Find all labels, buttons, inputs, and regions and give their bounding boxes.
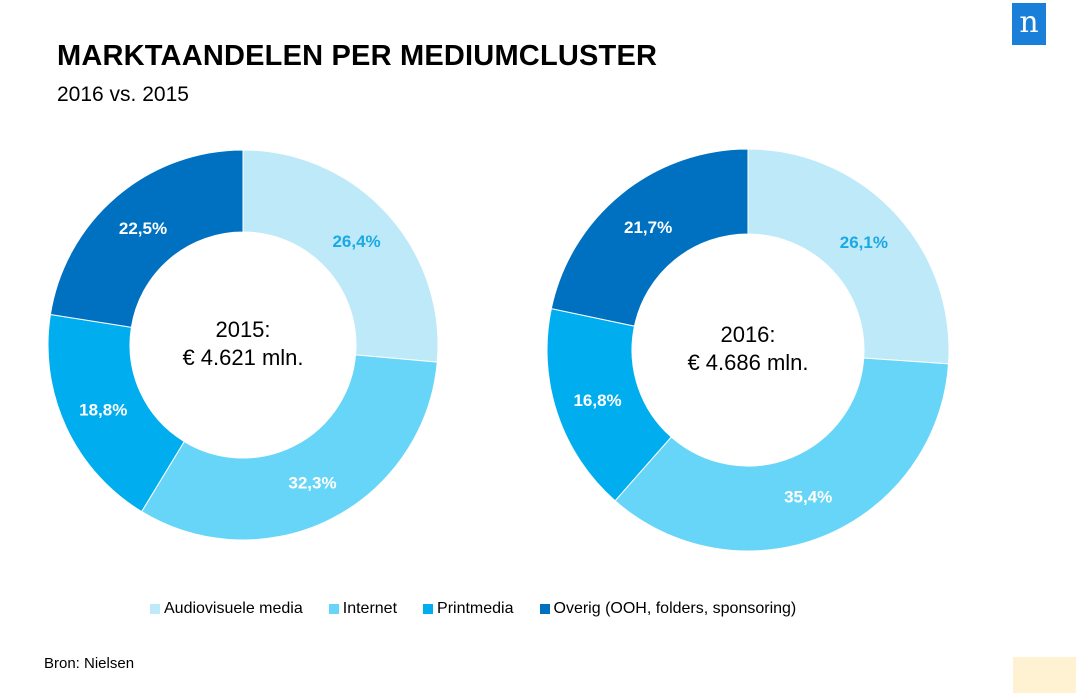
slice-percentage-label: 35,4% bbox=[784, 488, 832, 507]
legend-item: Printmedia bbox=[423, 600, 514, 618]
nielsen-logo-icon: n bbox=[1012, 3, 1046, 45]
slice-percentage-label: 16,8% bbox=[573, 391, 621, 410]
donut-center-year: 2015: bbox=[215, 317, 270, 342]
donut-slice bbox=[140, 354, 438, 541]
slice-percentage-label: 26,4% bbox=[332, 232, 380, 251]
slice-percentage-label: 32,3% bbox=[288, 473, 336, 492]
legend-label: Printmedia bbox=[437, 600, 514, 617]
donut-slice bbox=[614, 357, 950, 552]
page-title: MARKTAANDELEN PER MEDIUMCLUSTER bbox=[57, 40, 658, 72]
chart-legend: Audiovisuele media Internet Printmedia Over… bbox=[150, 600, 796, 618]
slice-percentage-label: 26,1% bbox=[840, 233, 888, 252]
corner-decoration bbox=[1013, 657, 1076, 693]
donut-center-total: € 4.686 mln. bbox=[687, 350, 808, 375]
donut-chart-2016: 26,1% 35,4% 16,8% 21,7% 2016: € 4.686 mln. bbox=[546, 148, 950, 552]
donut-slice bbox=[550, 148, 749, 327]
donut-center-total: € 4.621 mln. bbox=[182, 345, 303, 370]
donut-slice bbox=[242, 149, 439, 363]
legend-item: Audiovisuele media bbox=[150, 600, 303, 618]
source-note: Bron: Nielsen bbox=[44, 655, 135, 672]
legend-label: Internet bbox=[342, 600, 398, 617]
donut-slice bbox=[747, 148, 950, 365]
slice-percentage-label: 18,8% bbox=[79, 401, 127, 420]
legend-label: Overig (OOH, folders, sponsoring) bbox=[553, 600, 797, 617]
slice-percentage-label: 21,7% bbox=[624, 218, 672, 237]
donut-center-year: 2016: bbox=[720, 322, 775, 347]
donut-slice bbox=[49, 149, 244, 328]
donut-chart-2015: 26,4% 32,3% 18,8% 22,5% 2015: € 4.621 mln. bbox=[47, 149, 439, 541]
legend-label: Audiovisuele media bbox=[164, 600, 303, 617]
legend-item: Overig (OOH, folders, sponsoring) bbox=[539, 600, 797, 618]
slice-percentage-label: 22,5% bbox=[119, 219, 167, 238]
legend-swatch bbox=[539, 604, 550, 614]
page-subtitle: 2016 vs. 2015 bbox=[57, 83, 189, 106]
legend-swatch bbox=[423, 604, 434, 614]
legend-item: Internet bbox=[328, 600, 398, 618]
legend-swatch bbox=[150, 604, 160, 614]
legend-swatch bbox=[328, 604, 339, 614]
